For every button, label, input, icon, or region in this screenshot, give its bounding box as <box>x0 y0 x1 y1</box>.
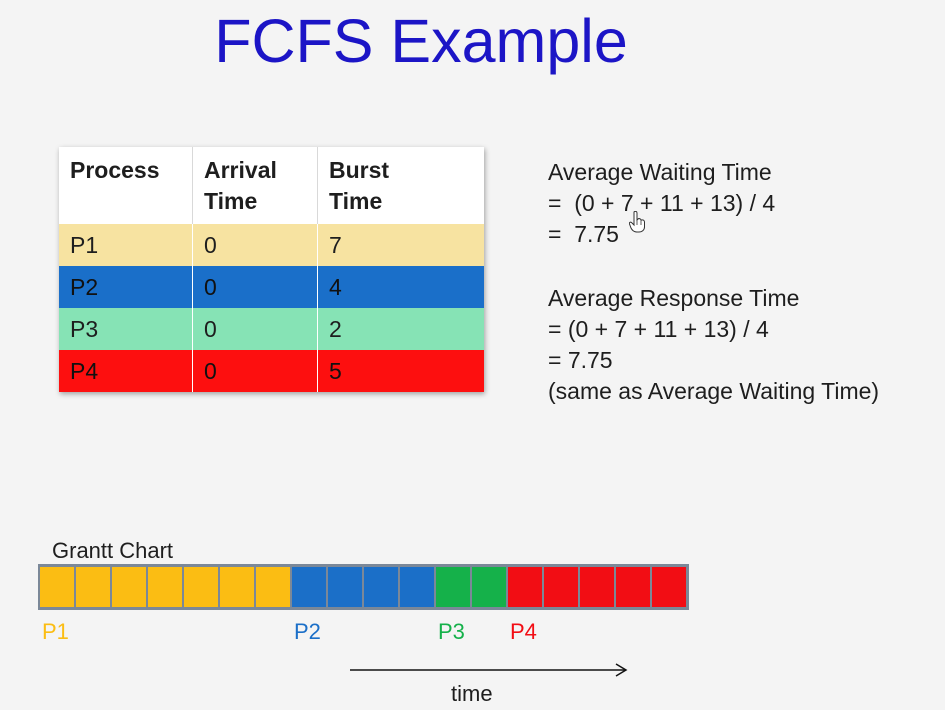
gantt-cell <box>544 567 578 607</box>
header-arrival-line2: Time <box>204 188 258 214</box>
gantt-cell <box>436 567 470 607</box>
gantt-cell <box>256 567 290 607</box>
gantt-cell <box>40 567 74 607</box>
gantt-cell <box>508 567 542 607</box>
table-row: P2 0 4 <box>59 266 484 308</box>
gantt-cell <box>184 567 218 607</box>
gantt-process-label: P2 <box>294 619 321 644</box>
header-burst-line1: Burst <box>329 157 390 183</box>
cell-burst: 2 <box>317 308 484 350</box>
gantt-cell <box>220 567 254 607</box>
gantt-chart-label: Grantt Chart <box>52 538 174 563</box>
gantt-cell <box>112 567 146 607</box>
header-burst-time: Burst Time <box>317 147 484 224</box>
waiting-time-title: Average Waiting Time <box>548 159 772 185</box>
response-time-title: Average Response Time <box>548 285 800 311</box>
cell-process: P4 <box>70 357 99 384</box>
gantt-process-label: P3 <box>438 619 465 644</box>
gantt-cell <box>400 567 434 607</box>
header-arrival-time: Arrival Time <box>192 147 318 224</box>
cell-process: P1 <box>70 231 99 258</box>
gantt-cell <box>652 567 686 607</box>
header-burst-line2: Time <box>329 188 383 214</box>
gantt-cell <box>364 567 398 607</box>
cell-burst: 7 <box>317 224 484 266</box>
gantt-process-label: P4 <box>510 619 537 644</box>
cell-arrival: 0 <box>192 266 318 308</box>
table-row: P4 0 5 <box>59 350 484 392</box>
hand-cursor-icon <box>629 211 645 233</box>
table-row: P1 0 7 <box>59 224 484 266</box>
response-time-result: = 7.75 <box>548 347 613 373</box>
table-row: P3 0 2 <box>59 308 484 350</box>
time-axis-label: time <box>451 681 493 706</box>
gantt-cell <box>472 567 506 607</box>
cell-process: P2 <box>70 273 99 300</box>
cell-arrival: 0 <box>192 308 318 350</box>
cell-burst: 5 <box>317 350 484 392</box>
header-arrival-line1: Arrival <box>204 157 277 183</box>
header-process: Process <box>59 147 193 224</box>
gantt-chart-bar <box>38 564 689 610</box>
gantt-cell <box>76 567 110 607</box>
waiting-time-formula: = (0 + 7 + 11 + 13) / 4 <box>548 190 776 216</box>
gantt-cell <box>292 567 326 607</box>
gantt-cell <box>148 567 182 607</box>
cell-burst: 4 <box>317 266 484 308</box>
slide-title: FCFS Example <box>214 7 628 75</box>
spacer <box>548 250 879 283</box>
cell-arrival: 0 <box>192 224 318 266</box>
header-process-label: Process <box>70 157 160 183</box>
table-header-row: Process Arrival Time Burst Time <box>59 147 484 224</box>
gantt-process-label: P1 <box>42 619 69 644</box>
gantt-cell <box>580 567 614 607</box>
gantt-cell <box>616 567 650 607</box>
process-table: Process Arrival Time Burst Time P1 0 7 P… <box>59 147 484 392</box>
average-times-panel: Average Waiting Time = (0 + 7 + 11 + 13)… <box>548 157 879 407</box>
cell-arrival: 0 <box>192 350 318 392</box>
response-time-formula: = (0 + 7 + 11 + 13) / 4 <box>548 316 769 342</box>
gantt-cell <box>328 567 362 607</box>
waiting-time-result: = 7.75 <box>548 221 619 247</box>
time-arrow-icon <box>350 663 628 677</box>
response-time-note: (same as Average Waiting Time) <box>548 378 880 404</box>
cell-process: P3 <box>70 315 99 342</box>
